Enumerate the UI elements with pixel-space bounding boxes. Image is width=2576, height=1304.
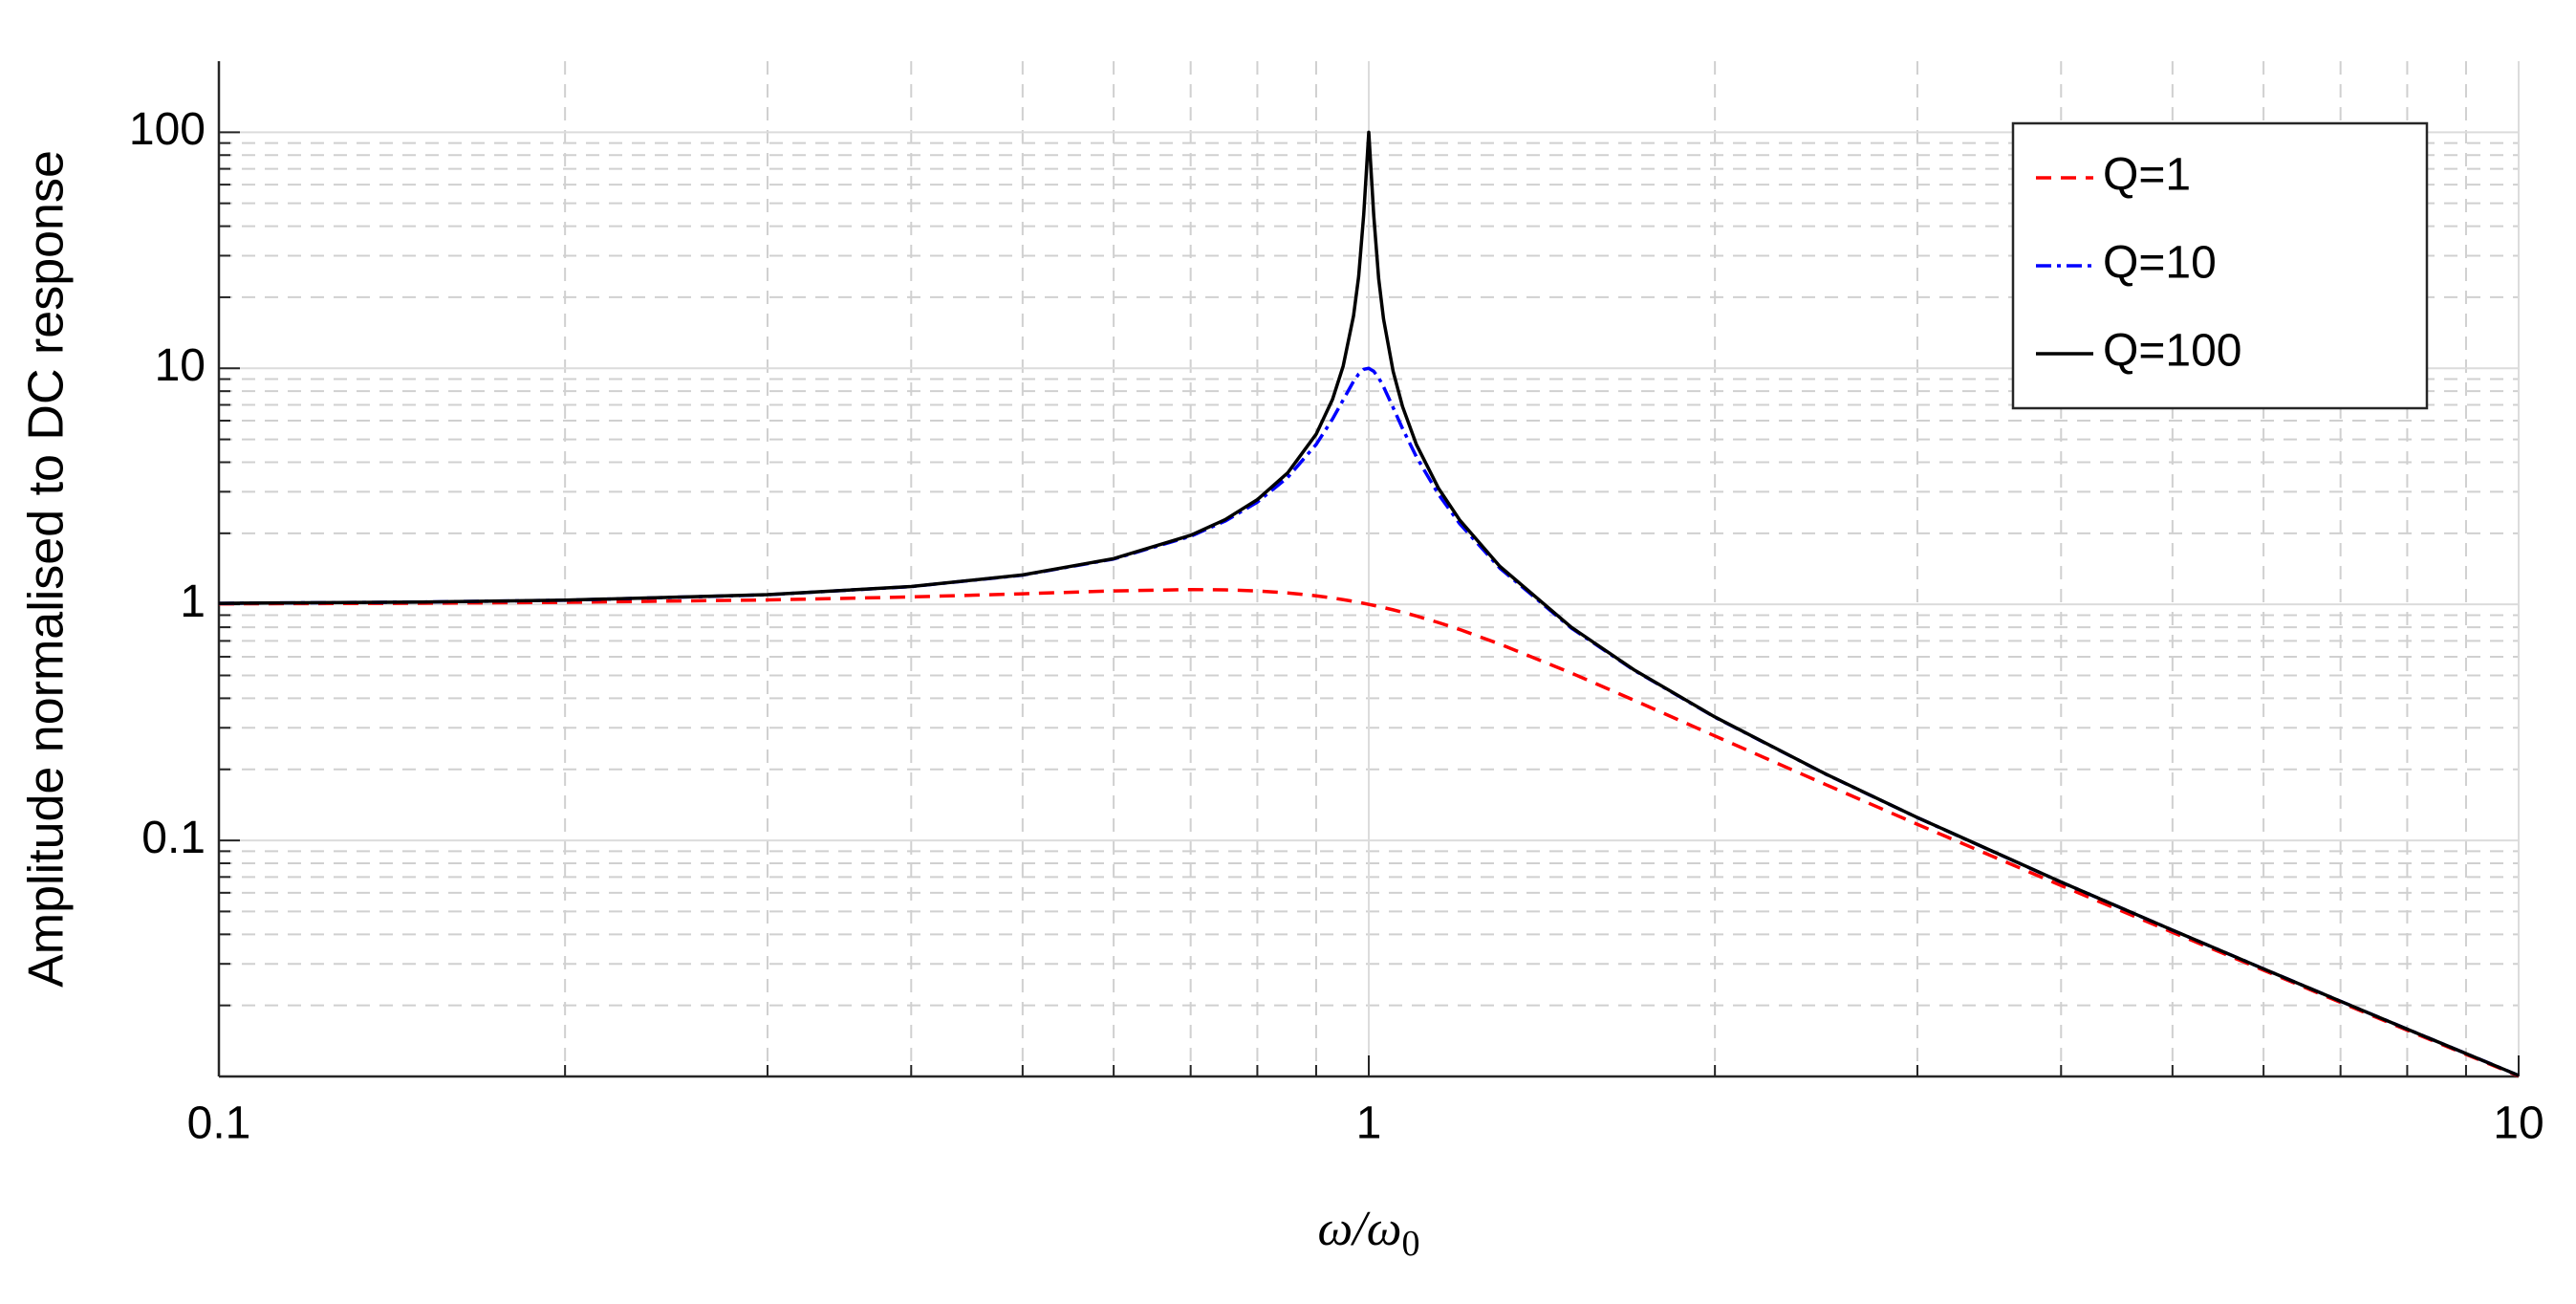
series-line: [218, 130, 2520, 1077]
y-tick-label: 1: [180, 576, 206, 627]
legend-label: Q=10: [2103, 238, 2217, 289]
legend-box: [2011, 121, 2429, 410]
y-tick-label: 100: [129, 104, 206, 155]
y-tick-label: 10: [155, 340, 206, 391]
legend-label: Q=1: [2103, 150, 2191, 201]
x-tick-label: 1: [1356, 1098, 1382, 1149]
x-axis-label-main: ω/ω: [1318, 1202, 1402, 1256]
legend: Q=1 Q=10 Q=100: [2011, 121, 2429, 410]
x-tick-label: 0.1: [187, 1098, 251, 1149]
x-tick-label: 10: [2493, 1098, 2544, 1149]
series-line: [218, 587, 2520, 1078]
x-axis-label-subscript: 0: [1401, 1224, 1419, 1264]
x-axis-label: ω/ω0: [1318, 1202, 1420, 1264]
legend-label: Q=100: [2103, 326, 2241, 377]
y-tick-label: 0.1: [141, 813, 206, 863]
y-axis-label: Amplitude normalised to DC response: [19, 150, 75, 988]
